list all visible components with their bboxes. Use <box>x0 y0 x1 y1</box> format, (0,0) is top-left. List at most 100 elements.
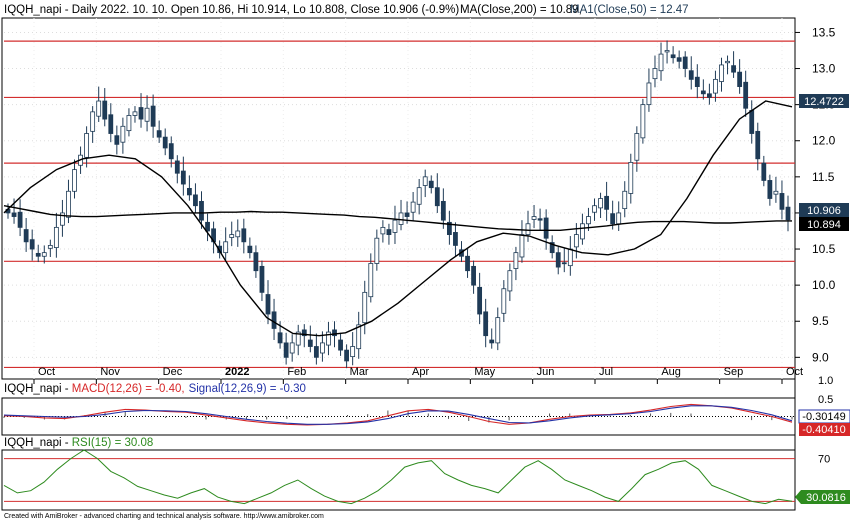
ma50-line <box>3 100 793 337</box>
candle-body <box>156 130 162 138</box>
ma200-price-box <box>799 217 849 231</box>
candle-body <box>320 342 325 354</box>
rsi-value-marker <box>795 490 850 504</box>
month-label: Aug <box>661 366 681 378</box>
candle-body <box>186 187 192 196</box>
signal-value-label: -0.40410 <box>802 424 845 436</box>
candle-body <box>477 286 483 315</box>
candle-body <box>398 212 404 225</box>
macd-title-prefix: IQQH_napi - <box>4 383 72 395</box>
macd-line <box>3 403 793 426</box>
close-price-box <box>799 203 849 217</box>
candle-body <box>700 90 706 95</box>
candle-body <box>713 78 718 94</box>
month-label: Oct <box>38 366 55 378</box>
candle-body <box>489 339 495 344</box>
rsi-title-prefix: IQQH_napi - <box>4 437 72 449</box>
candle-body <box>374 237 380 264</box>
candle-body <box>23 229 29 243</box>
candle-body <box>580 223 585 240</box>
candle-body <box>11 212 17 217</box>
month-label: Sep <box>724 366 744 378</box>
candle-body <box>573 234 579 248</box>
candle-body <box>725 60 730 64</box>
candle-body <box>628 161 634 194</box>
candle-body <box>773 190 779 195</box>
candle-body <box>338 339 343 351</box>
candle-body <box>513 252 519 269</box>
ma50-price-label: 12.4722 <box>804 96 844 108</box>
candle-body <box>138 107 144 120</box>
candle-body <box>150 105 156 127</box>
macd-value-label: -0.30149 <box>802 411 845 423</box>
month-label: Mar <box>350 366 369 378</box>
candle-body <box>247 245 253 254</box>
ma200-price-label: 10.894 <box>807 219 841 231</box>
candle-body <box>610 213 616 225</box>
candle-body <box>193 194 198 207</box>
candle-body <box>253 252 259 272</box>
candle-body <box>90 111 96 132</box>
candle-body <box>217 245 223 254</box>
ma200-line <box>3 205 792 232</box>
candle-body <box>66 190 71 218</box>
ma200-label: MA(Close,200) = 10.89, <box>460 4 582 16</box>
candle-body <box>428 180 434 189</box>
candle-body <box>126 115 132 132</box>
candle-body <box>561 262 567 265</box>
candle-body <box>356 324 362 350</box>
candle-body <box>658 53 664 72</box>
candle-body <box>205 221 210 232</box>
candle-body <box>676 57 682 62</box>
candle-body <box>120 125 126 143</box>
candle-body <box>199 200 204 221</box>
candle-body <box>549 242 555 254</box>
candle-body <box>555 252 561 268</box>
candle-body <box>277 332 283 344</box>
price-tick-label: 9.0 <box>812 350 829 364</box>
candle-body <box>404 212 410 217</box>
candle-body <box>72 169 77 192</box>
candle-body <box>362 291 368 324</box>
candle-body <box>102 100 108 120</box>
candle-body <box>350 346 356 358</box>
candle-body <box>483 311 489 337</box>
candle-body <box>604 195 610 210</box>
signal-label: Signal(12,26,9) = -0.30 <box>189 383 306 395</box>
candle-body <box>646 82 652 106</box>
candle-body <box>235 230 241 238</box>
price-tick-label: 13.0 <box>812 62 836 76</box>
rsi-title: IQQH_napi - RSI(15) = 30.08 <box>4 437 153 449</box>
candle-body <box>519 234 525 258</box>
candle-body <box>223 241 229 254</box>
candle-body <box>531 216 537 220</box>
candle-body <box>507 270 513 292</box>
candle-body <box>586 216 591 225</box>
candle-body <box>283 342 289 358</box>
month-label: 2022 <box>225 366 249 378</box>
candle-body <box>622 190 628 210</box>
candle-body <box>706 93 712 98</box>
signal-value-box <box>799 423 850 436</box>
candle-body <box>132 111 138 116</box>
ma50-price-box <box>799 94 849 108</box>
candle-body <box>271 311 277 329</box>
signal-line <box>3 405 793 425</box>
candle-body <box>495 317 501 344</box>
candle-body <box>410 201 416 213</box>
month-label: Feb <box>287 366 306 378</box>
candle-body <box>180 170 186 185</box>
month-label: Jul <box>599 366 613 378</box>
price-tick-label: 10.0 <box>812 278 836 292</box>
candle-body <box>598 198 603 209</box>
candle-body <box>162 136 168 149</box>
candle-body <box>525 223 531 236</box>
candle-body <box>265 294 271 315</box>
candle-body <box>537 218 543 221</box>
candle-body <box>307 339 313 347</box>
price-tick-label: 10.5 <box>812 242 836 256</box>
candle-body <box>731 65 736 73</box>
candle-body <box>96 100 102 117</box>
candle-body <box>440 200 446 221</box>
candle-body <box>719 64 724 82</box>
